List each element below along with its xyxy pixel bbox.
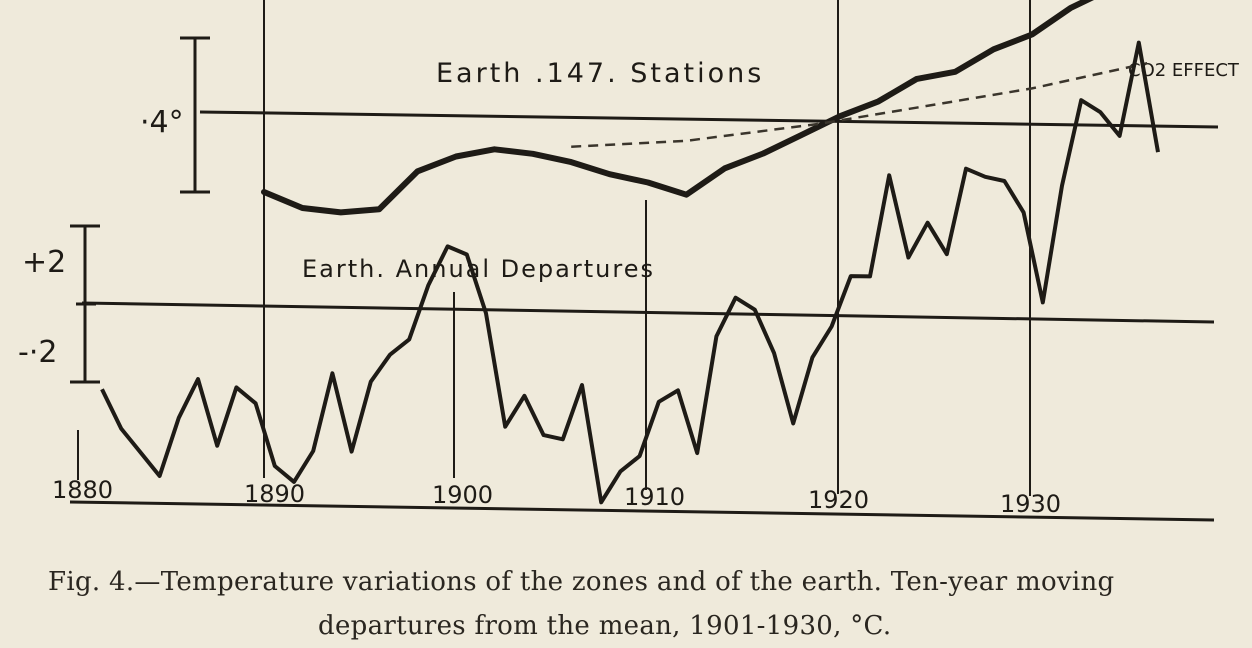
x-axis-line (69, 500, 1215, 522)
x-tick-label-1910: 1910 (624, 483, 685, 511)
x-tick-label-1890: 1890 (244, 480, 305, 508)
x-tick-label-1900: 1900 (432, 481, 493, 509)
caption-line-1: Fig. 4.—Temperature variations of the zo… (48, 567, 1115, 597)
caption-line-2: departures from the mean, 1901-1930, °C. (318, 611, 892, 641)
top-scale-label: ·4° (140, 105, 184, 140)
x-tick-labels: 1880 1890 1900 1910 1920 1930 (52, 476, 1061, 518)
co2-effect-dashed-line (571, 61, 1148, 148)
earth-annual-departures-line (100, 40, 1160, 505)
co2-effect-annotation: CO2 EFFECT (1128, 60, 1240, 81)
x-tick-label-1930: 1930 (1000, 490, 1061, 518)
figure: ·4° +2 -·2 Earth .147. Stations Earth. A… (18, 0, 1240, 522)
figure-caption: Fig. 4.—Temperature variations of the zo… (48, 560, 1228, 648)
top-panel-title: Earth .147. Stations (436, 58, 764, 89)
bottom-scale-label-plus: +2 (22, 245, 66, 280)
top-reference-line (199, 110, 1219, 129)
top-scale-bar (180, 36, 210, 194)
bottom-scale-label-minus: -·2 (18, 335, 57, 370)
bottom-panel-title: Earth. Annual Departures (302, 255, 655, 283)
earth-moving-departure-line (261, 0, 1095, 216)
reference-lines (69, 110, 1219, 522)
x-tick-label-1880: 1880 (52, 476, 113, 504)
x-tick-label-1920: 1920 (808, 486, 869, 514)
bottom-reference-line (81, 301, 1215, 324)
